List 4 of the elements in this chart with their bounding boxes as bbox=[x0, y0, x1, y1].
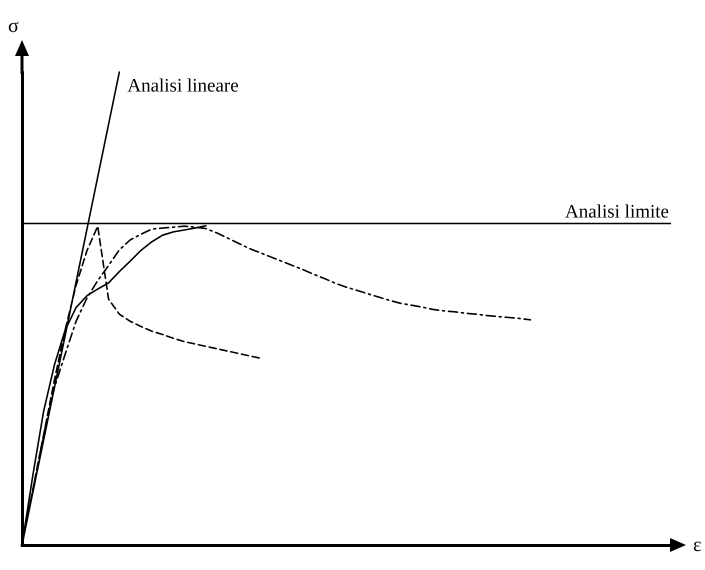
x-axis-title: ε bbox=[693, 534, 702, 556]
series-label: Analisi lineare bbox=[127, 76, 239, 96]
y-axis-title: σ bbox=[8, 15, 19, 37]
ref-line-label: Analisi limite bbox=[565, 201, 669, 222]
